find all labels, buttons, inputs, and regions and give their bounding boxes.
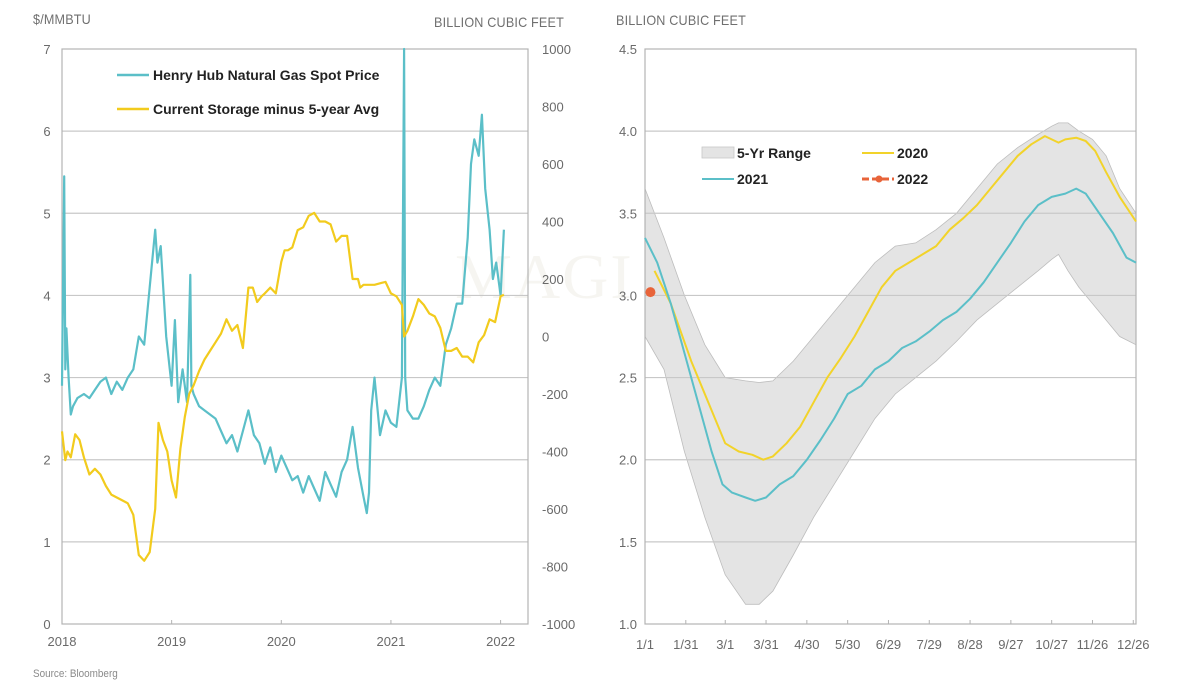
y-left-tick-label: 6 xyxy=(43,124,50,139)
y-tick-label: 1.5 xyxy=(619,535,637,550)
x-tick-label: 10/27 xyxy=(1035,637,1068,652)
right-axis-unit-label: BILLION CUBIC FEET xyxy=(434,14,564,30)
y-right-tick-label: -600 xyxy=(542,502,568,517)
y-right-tick-label: -800 xyxy=(542,560,568,575)
watermark: MAGI xyxy=(455,241,634,312)
x-tick-label: 5/30 xyxy=(835,637,860,652)
x-tick-label: 12/26 xyxy=(1117,637,1150,652)
y-left-tick-label: 0 xyxy=(43,617,50,632)
chart2-axis-unit-label: BILLION CUBIC FEET xyxy=(616,12,746,28)
y-right-tick-label: 1000 xyxy=(542,42,571,57)
y-right-tick-label: 0 xyxy=(542,330,549,345)
y-tick-label: 2.0 xyxy=(619,453,637,468)
plot-frame xyxy=(61,48,529,625)
left-axis-unit-label: $/MMBTU xyxy=(33,11,91,27)
legend-label: Current Storage minus 5-year Avg xyxy=(153,101,379,117)
x-tick-label: 9/27 xyxy=(998,637,1023,652)
x-tick-label: 2021 xyxy=(376,634,405,649)
legend-label: 2021 xyxy=(737,171,768,187)
x-tick-label: 11/26 xyxy=(1077,637,1109,652)
series-2021-line xyxy=(644,187,1137,502)
y-left-tick-label: 5 xyxy=(43,206,50,221)
y-left-tick-label: 7 xyxy=(43,42,50,57)
y-left-tick-label: 4 xyxy=(43,288,50,303)
x-tick-label: 1/31 xyxy=(673,637,698,652)
legend-label: Henry Hub Natural Gas Spot Price xyxy=(153,67,380,83)
y-tick-label: 4.0 xyxy=(619,124,637,139)
y-right-tick-label: -200 xyxy=(542,387,568,402)
series-2020-line xyxy=(653,135,1137,461)
y-right-tick-label: -1000 xyxy=(542,617,575,632)
y-tick-label: 4.5 xyxy=(619,42,637,57)
x-tick-label: 7/29 xyxy=(917,637,942,652)
y-right-tick-label: 600 xyxy=(542,157,564,172)
x-tick-label: 2020 xyxy=(267,634,296,649)
y-tick-label: 3.5 xyxy=(619,206,637,221)
x-tick-label: 2019 xyxy=(157,634,186,649)
henry-hub-price-line xyxy=(60,47,505,515)
x-tick-label: 3/31 xyxy=(753,637,778,652)
y-tick-label: 2.5 xyxy=(619,371,637,386)
series-2022-point xyxy=(645,287,656,298)
y-right-tick-label: 200 xyxy=(542,272,564,287)
x-tick-label: 2018 xyxy=(48,634,77,649)
y-tick-label: 1.0 xyxy=(619,617,637,632)
x-tick-label: 8/28 xyxy=(957,637,982,652)
y-right-tick-label: 800 xyxy=(542,100,564,115)
legend-label: 2022 xyxy=(897,171,928,187)
plot-frame xyxy=(644,48,1137,625)
y-right-tick-label: -400 xyxy=(542,445,568,460)
y-left-tick-label: 3 xyxy=(43,371,50,386)
legend-label: 2020 xyxy=(897,145,928,161)
x-tick-label: 1/1 xyxy=(636,637,654,652)
legend-label: 5-Yr Range xyxy=(737,145,811,161)
legend-marker xyxy=(875,175,883,183)
x-tick-label: 4/30 xyxy=(794,637,819,652)
y-tick-label: 3.0 xyxy=(619,288,637,303)
legend-swatch-range xyxy=(701,146,735,159)
x-tick-label: 2022 xyxy=(486,634,515,649)
y-left-tick-label: 1 xyxy=(43,535,50,550)
x-tick-label: 3/1 xyxy=(716,637,734,652)
chart-storage-seasonal: 1.0 1.5 2.0 2.5 3.0 3.5 4.0 4.5 1/1 1/31 3/1 3/31 4/… xyxy=(619,42,1150,652)
storage-minus-avg-line xyxy=(60,211,505,562)
chart-price-vs-storage: 0 1 2 3 4 5 6 7 -1000 -800 -600 -400 -200 0 200 400 600 8… xyxy=(43,42,575,649)
y-left-tick-label: 2 xyxy=(43,453,50,468)
source-note: Source: Bloomberg xyxy=(33,668,118,680)
x-tick-label: 6/29 xyxy=(876,637,901,652)
y-right-tick-label: 400 xyxy=(542,215,564,230)
